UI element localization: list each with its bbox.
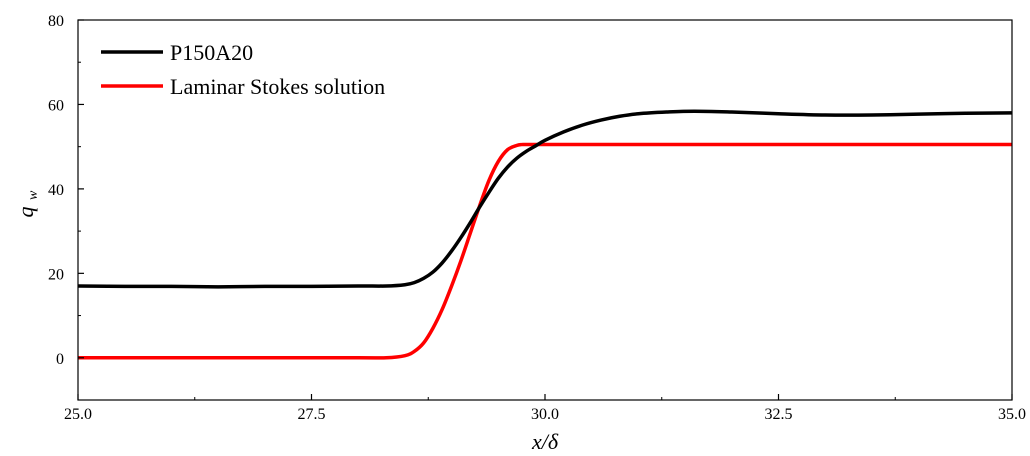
- y-tick-label: 0: [56, 351, 64, 368]
- ticks-layer: 25.0 27.5 30.0 32.5 35.0 0 20 40 60 80: [48, 13, 1026, 423]
- x-axis-title: x/δ: [531, 429, 559, 454]
- y-axis-title-subscript: w: [26, 190, 41, 200]
- x-tick-label: 35.0: [998, 406, 1026, 423]
- x-tick-label: 30.0: [531, 406, 559, 423]
- x-tick-label: 25.0: [64, 406, 92, 423]
- legend: P150A20 Laminar Stokes solution: [101, 40, 385, 99]
- y-tick-label: 20: [48, 266, 64, 283]
- y-axis-title-main: q: [13, 207, 38, 218]
- y-tick-label: 80: [48, 13, 64, 30]
- y-tick-label: 60: [48, 97, 64, 114]
- series-layer: [77, 109, 1013, 360]
- series-line-p150a20: [77, 109, 1013, 289]
- series-line-laminar-stokes: [78, 142, 1012, 360]
- x-tick-label: 32.5: [765, 406, 793, 423]
- legend-label: P150A20: [170, 40, 253, 65]
- y-tick-label: 40: [48, 182, 64, 199]
- x-tick-label: 27.5: [298, 406, 326, 423]
- y-axis-title: q w: [13, 190, 41, 218]
- legend-label: Laminar Stokes solution: [170, 74, 385, 99]
